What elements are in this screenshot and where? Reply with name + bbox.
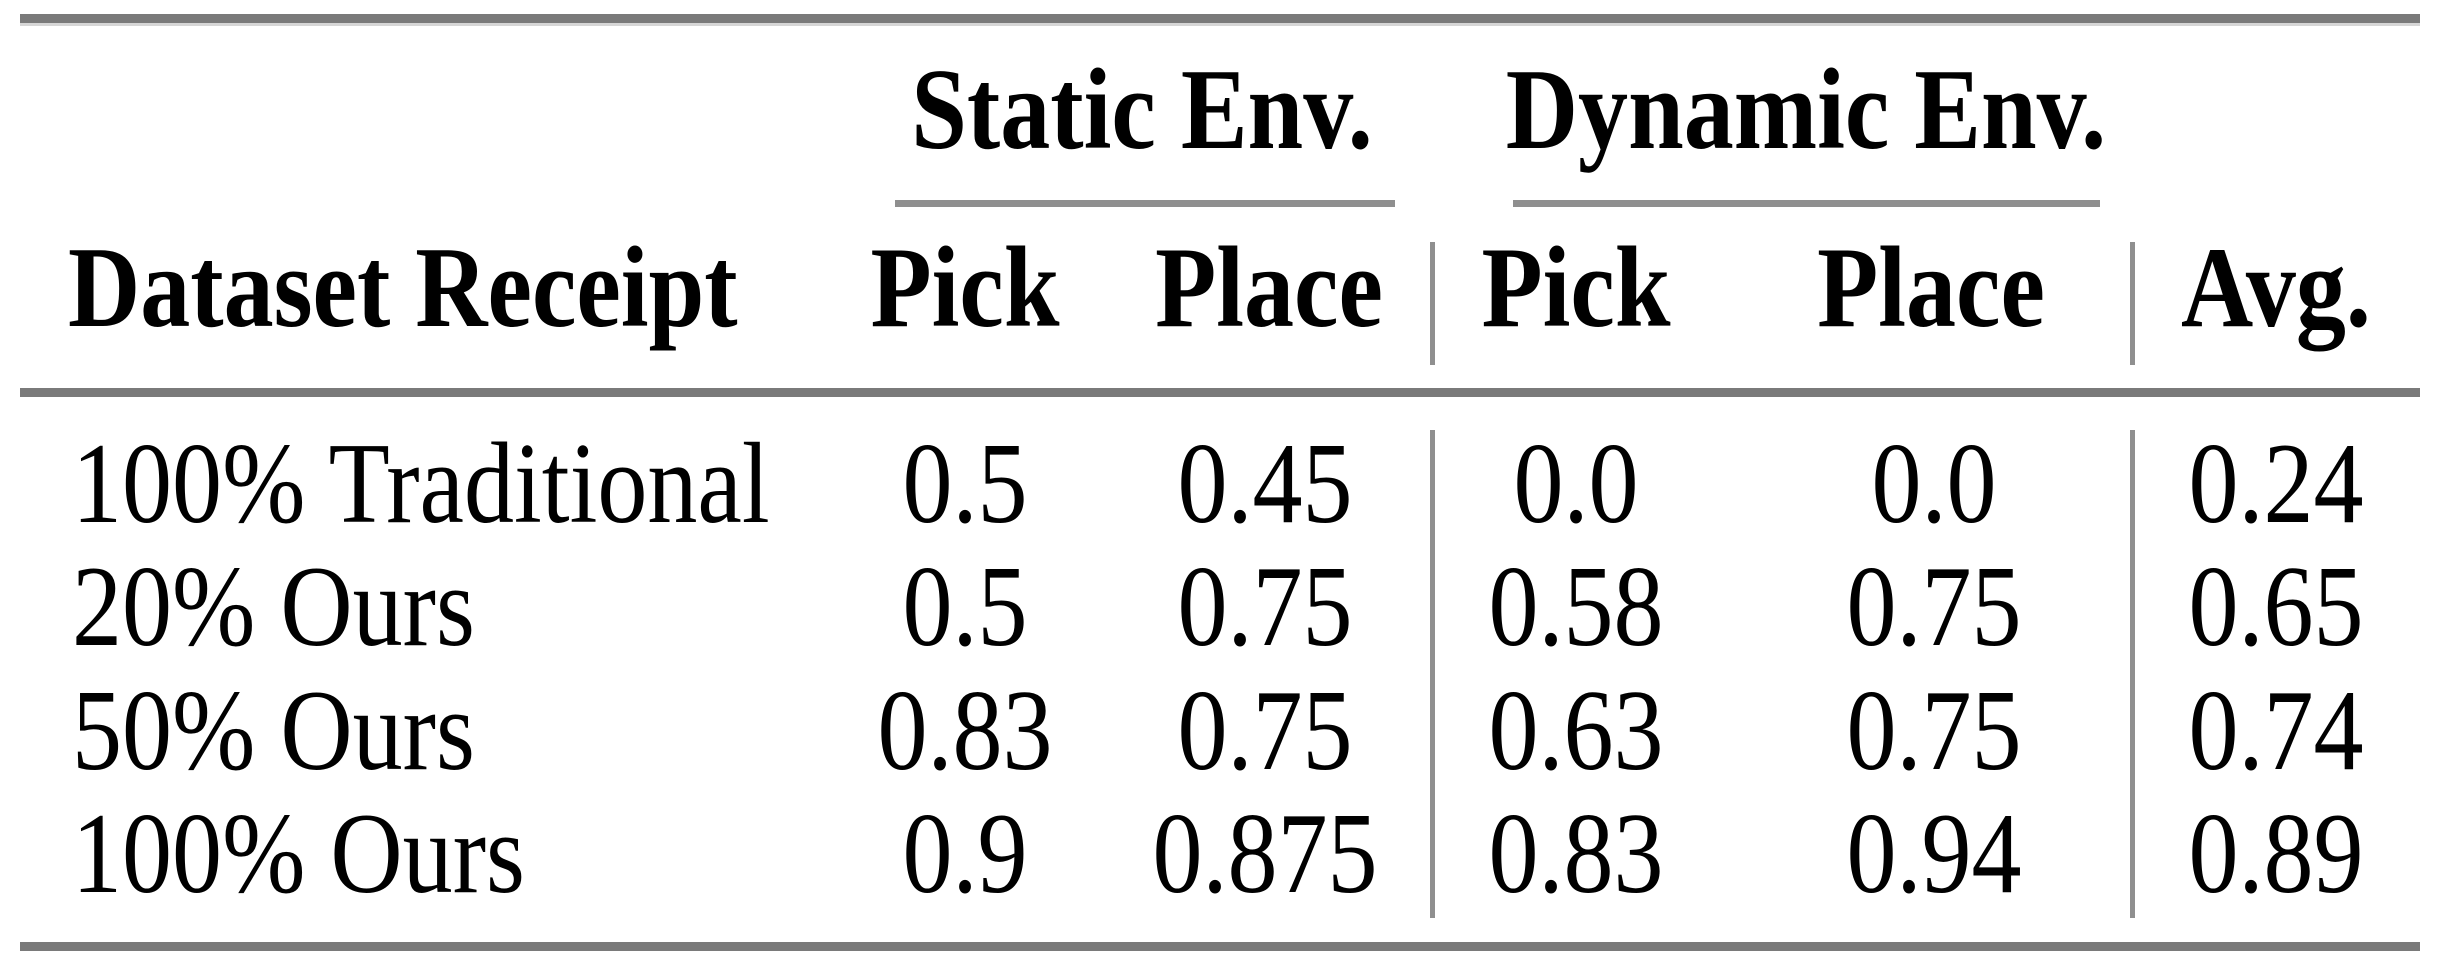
column-header-static-place: Place — [1155, 224, 1383, 351]
cell-dynamic-place: 0.0 — [1871, 420, 1997, 547]
cell-dynamic-place: 0.75 — [1846, 667, 2022, 794]
vertical-separator-1-header — [1430, 242, 1435, 365]
cell-static-pick: 0.5 — [902, 543, 1028, 670]
top-rule — [20, 14, 2420, 23]
cell-static-pick: 0.83 — [877, 667, 1053, 794]
mid-rule — [20, 388, 2420, 397]
cell-dataset: 50% Ours — [72, 667, 475, 794]
cell-dynamic-place: 0.94 — [1846, 790, 2022, 917]
cell-dynamic-pick: 0.63 — [1488, 667, 1664, 794]
cell-dynamic-pick: 0.58 — [1488, 543, 1664, 670]
cell-dataset: 100% Ours — [72, 790, 525, 917]
vertical-separator-2-body — [2130, 430, 2135, 918]
cell-avg: 0.65 — [2188, 543, 2364, 670]
bottom-rule — [20, 942, 2420, 951]
column-header-avg: Avg. — [2181, 224, 2371, 351]
cell-avg: 0.74 — [2188, 667, 2364, 794]
column-header-dataset-receipt: Dataset Receipt — [68, 224, 738, 351]
column-header-dynamic-place: Place — [1817, 224, 2045, 351]
dynamic-env-cmidrule — [1513, 200, 2100, 207]
cell-avg: 0.24 — [2188, 420, 2364, 547]
cell-dataset: 100% Traditional — [72, 420, 770, 547]
cell-static-place: 0.75 — [1177, 543, 1353, 670]
cell-dynamic-place: 0.75 — [1846, 543, 2022, 670]
cell-static-place: 0.75 — [1177, 667, 1353, 794]
top-rule-shadow — [20, 23, 2420, 26]
cell-avg: 0.89 — [2188, 790, 2364, 917]
cell-dynamic-pick: 0.0 — [1513, 420, 1639, 547]
cell-static-place: 0.45 — [1177, 420, 1353, 547]
group-header-dynamic-env: Dynamic Env. — [1505, 46, 2107, 173]
column-header-static-pick: Pick — [870, 224, 1060, 351]
vertical-separator-2-header — [2130, 242, 2135, 365]
group-header-static-env: Static Env. — [911, 46, 1373, 173]
cell-static-place: 0.875 — [1152, 790, 1378, 917]
cell-dynamic-pick: 0.83 — [1488, 790, 1664, 917]
cell-static-pick: 0.9 — [902, 790, 1028, 917]
column-header-dynamic-pick: Pick — [1481, 224, 1671, 351]
cell-static-pick: 0.5 — [902, 420, 1028, 547]
vertical-separator-1-body — [1430, 430, 1435, 918]
static-env-cmidrule — [895, 200, 1395, 207]
cell-dataset: 20% Ours — [72, 543, 475, 670]
